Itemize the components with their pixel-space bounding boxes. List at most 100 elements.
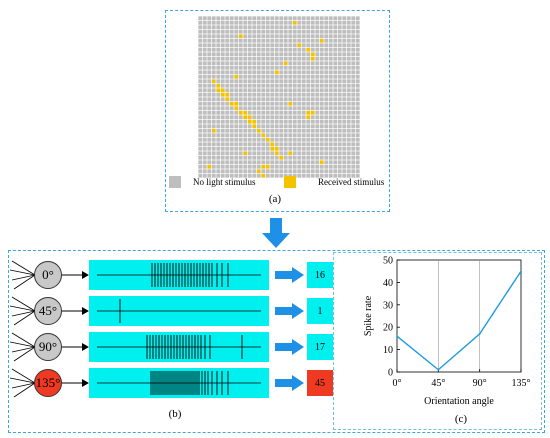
grid-cell <box>324 97 329 102</box>
grid-cell <box>252 79 257 84</box>
grid-cell <box>225 146 230 151</box>
grid-cell <box>297 25 302 30</box>
grid-cell <box>270 164 275 169</box>
grid-cell <box>225 20 230 25</box>
grid-cell <box>225 151 230 156</box>
grid-cell <box>265 38 270 43</box>
grid-cell <box>234 70 239 75</box>
grid-cell <box>324 146 329 151</box>
grid-cell <box>319 16 324 21</box>
grid-cell <box>220 38 225 43</box>
grid-cell-active <box>252 119 257 124</box>
grid-cell <box>292 43 297 48</box>
grid-cell <box>288 97 293 102</box>
grid-cell <box>297 128 302 133</box>
grid-cell <box>225 83 230 88</box>
grid-cell <box>238 137 243 142</box>
grid-cell <box>301 169 306 174</box>
grid-cell <box>337 164 342 169</box>
grid-cell <box>292 155 297 160</box>
grid-cell <box>198 43 203 48</box>
grid-cell <box>288 38 293 43</box>
grid-cell <box>270 115 275 120</box>
grid-cell <box>279 110 284 115</box>
grid-cell <box>216 133 221 138</box>
grid-cell <box>324 155 329 160</box>
grid-cell <box>234 137 239 142</box>
grid-cell <box>216 38 221 43</box>
grid-cell <box>243 142 248 147</box>
grid-cell <box>333 124 338 129</box>
grid-cell <box>306 83 311 88</box>
grid-cell-active <box>256 169 261 174</box>
grid-cell <box>238 74 243 79</box>
grid-cell <box>238 16 243 21</box>
caption-b: (b) <box>168 408 182 420</box>
panel-a-frame <box>165 10 390 212</box>
grid-cell-active <box>234 106 239 111</box>
grid-cell <box>211 70 216 75</box>
grid-cell <box>333 151 338 156</box>
grid-cell <box>216 110 221 115</box>
grid-cell <box>270 97 275 102</box>
grid-cell-active <box>319 38 324 43</box>
grid-cell <box>301 29 306 34</box>
grid-cell <box>297 74 302 79</box>
grid-cell <box>310 173 315 178</box>
grid-cell <box>198 137 203 142</box>
grid-cell <box>270 25 275 30</box>
grid-cell <box>315 160 320 165</box>
grid-cell <box>310 47 315 52</box>
grid-cell <box>207 79 212 84</box>
grid-cell <box>301 151 306 156</box>
grid-cell <box>315 155 320 160</box>
grid-cell <box>283 83 288 88</box>
grid-cell <box>225 29 230 34</box>
grid-cell <box>333 137 338 142</box>
grid-cell <box>351 74 356 79</box>
grid-cell <box>225 106 230 111</box>
grid-cell <box>306 70 311 75</box>
grid-cell <box>301 173 306 178</box>
grid-cell <box>216 146 221 151</box>
grid-cell <box>292 25 297 30</box>
grid-cell <box>283 47 288 52</box>
grid-cell <box>306 38 311 43</box>
spike-rate-box: 16 <box>307 262 333 288</box>
grid-cell <box>301 110 306 115</box>
grid-cell <box>229 38 234 43</box>
grid-cell <box>270 169 275 174</box>
grid-cell <box>243 88 248 93</box>
y-tick-label: 30 <box>383 300 393 311</box>
grid-cell <box>243 25 248 30</box>
grid-cell <box>211 119 216 124</box>
grid-cell <box>252 88 257 93</box>
grid-cell <box>306 119 311 124</box>
grid-cell <box>252 97 257 102</box>
grid-cell <box>270 61 275 66</box>
grid-cell <box>261 83 266 88</box>
y-tick-label: 20 <box>383 323 393 334</box>
grid-cell <box>351 101 356 106</box>
grid-cell <box>328 119 333 124</box>
grid-cell <box>229 34 234 39</box>
grid-cell <box>328 20 333 25</box>
grid-cell-active <box>261 133 266 138</box>
grid-cell <box>301 164 306 169</box>
grid-cell <box>238 173 243 178</box>
grid-cell <box>337 173 342 178</box>
grid-cell <box>283 160 288 165</box>
grid-cell <box>202 56 207 61</box>
grid-cell <box>306 137 311 142</box>
grid-cell <box>247 97 252 102</box>
grid-cell <box>252 83 257 88</box>
grid-cell <box>256 16 261 21</box>
grid-cell <box>261 169 266 174</box>
grid-cell <box>211 20 216 25</box>
grid-cell <box>324 142 329 147</box>
grid-cell-active <box>207 164 212 169</box>
legend-swatch-off <box>169 176 181 188</box>
grid-cell <box>238 119 243 124</box>
grid-cell <box>319 146 324 151</box>
right-arrow-icon <box>275 267 304 283</box>
